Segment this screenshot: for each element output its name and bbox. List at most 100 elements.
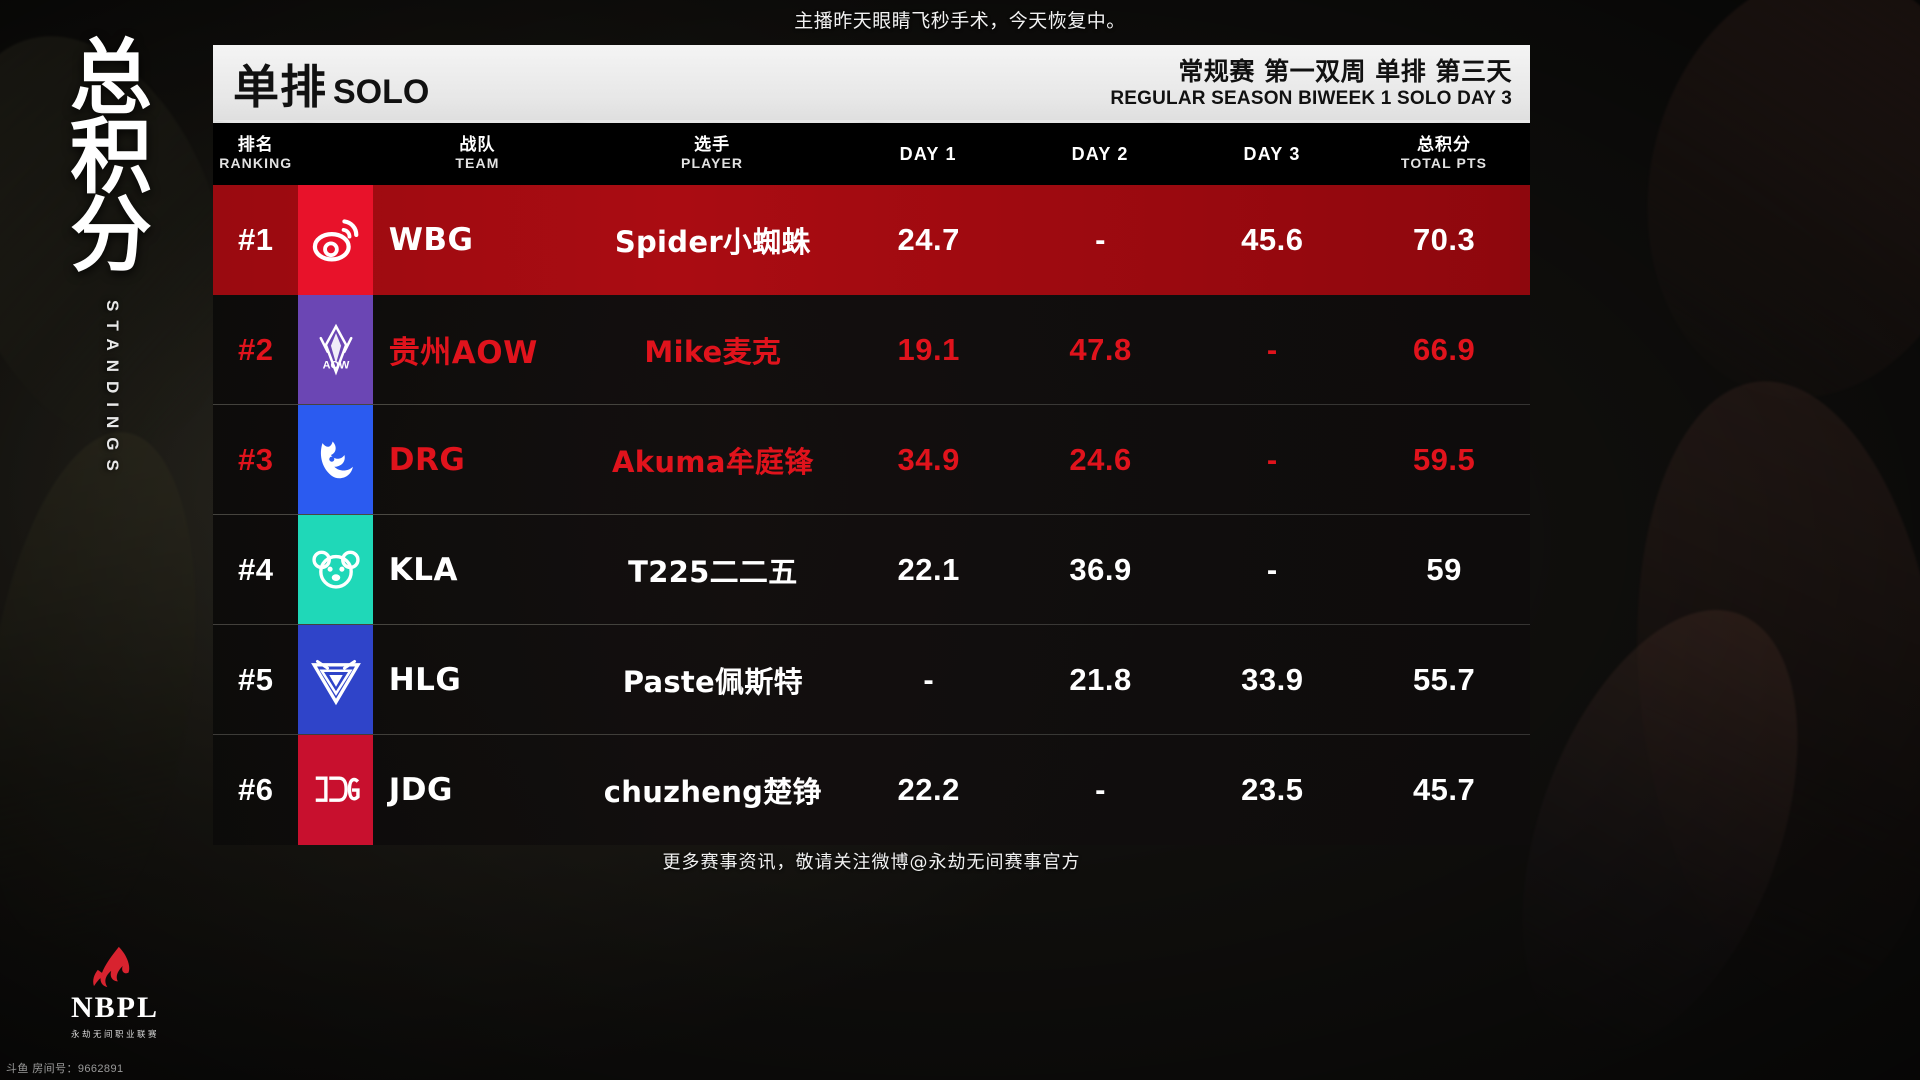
column-header-ranking-cn: 排名 bbox=[237, 135, 274, 156]
cell-day2-value: 36.9 bbox=[1069, 551, 1132, 587]
team-logo-block bbox=[298, 735, 373, 845]
cell-team: KLA bbox=[373, 515, 583, 624]
nbpl-subtitle: 永劫无间职业联赛 bbox=[70, 1029, 159, 1039]
cell-day1: 22.2 bbox=[843, 735, 1015, 845]
cell-day2-value: 21.8 bbox=[1069, 661, 1132, 697]
cell-team: DRG bbox=[373, 405, 583, 514]
column-header-total-en: TOTAL PTS bbox=[1400, 155, 1488, 172]
cell-rank: #5 bbox=[213, 625, 298, 734]
table-row: #2 AOW 贵州AOW Mike麦克 19.1 47.8 - 66.9 bbox=[213, 295, 1530, 405]
team-logo-block bbox=[298, 625, 373, 734]
row-background bbox=[213, 625, 1530, 734]
cell-day2: 36.9 bbox=[1015, 515, 1187, 624]
team-logo-block bbox=[298, 185, 373, 295]
cell-day3: - bbox=[1186, 515, 1358, 624]
cell-day2: - bbox=[1015, 735, 1187, 845]
cell-day1-value: 22.2 bbox=[897, 772, 960, 807]
nbpl-logo: NBPL 永劫无间职业联赛 bbox=[40, 945, 190, 1040]
kla-koala-logo-icon bbox=[309, 543, 363, 597]
total-points-value: 59 bbox=[1426, 551, 1462, 587]
team-logo-block bbox=[298, 515, 373, 624]
player-name: T225二二五 bbox=[628, 554, 798, 589]
table-row: #5 HLG Paste佩斯特 - 21.8 33.9 55.7 bbox=[213, 625, 1530, 735]
stream-caption: 主播昨天眼睛飞秒手术，今天恢复中。 bbox=[794, 11, 1126, 32]
column-header-ranking-en: RANKING bbox=[219, 155, 293, 172]
column-header-total-cn: 总积分 bbox=[1417, 135, 1471, 156]
table-row: #1 WBG Spider小蜘蛛 24.7 - 45.6 70.3 bbox=[213, 185, 1530, 295]
cell-total: 59 bbox=[1358, 515, 1530, 624]
cell-rank: #4 bbox=[213, 515, 298, 624]
cell-day3: 23.5 bbox=[1186, 735, 1358, 845]
cell-player: T225二二五 bbox=[583, 515, 843, 624]
cell-total: 59.5 bbox=[1358, 405, 1530, 514]
column-header-ranking: 排名 RANKING bbox=[213, 136, 299, 172]
cell-day3: - bbox=[1186, 295, 1358, 404]
cell-day3: - bbox=[1186, 405, 1358, 514]
cell-rank: #2 bbox=[213, 295, 298, 404]
team-logo-block: AOW bbox=[298, 295, 373, 404]
cell-day1-value: 22.1 bbox=[897, 551, 960, 587]
player-name: Paste佩斯特 bbox=[622, 664, 803, 699]
column-header-team: 战队 TEAM bbox=[373, 136, 582, 172]
cell-rank: #6 bbox=[213, 735, 298, 845]
standings-title-vertical: 总 积 分 STANDINGS bbox=[22, 31, 202, 485]
title-english: STANDINGS bbox=[103, 300, 122, 481]
cell-day3-value: 23.5 bbox=[1241, 772, 1304, 807]
cell-day2-value: 24.6 bbox=[1069, 441, 1132, 477]
column-header-day2: DAY 2 bbox=[1014, 144, 1186, 164]
table-row: #3 DRG Akuma牟庭锋 34.9 24.6 - 59.5 bbox=[213, 405, 1530, 515]
total-points-value: 55.7 bbox=[1412, 661, 1476, 697]
column-header-day1: DAY 1 bbox=[842, 144, 1014, 164]
cell-day1-value: 24.7 bbox=[897, 222, 960, 257]
total-points-value: 45.7 bbox=[1412, 772, 1476, 807]
cell-team: 贵州AOW bbox=[373, 295, 583, 404]
rank-value: #4 bbox=[237, 551, 274, 587]
cell-rank: #1 bbox=[213, 185, 298, 295]
team-logo-block bbox=[298, 405, 373, 514]
aow-logo-icon: AOW bbox=[309, 323, 363, 377]
column-header-day1-label: DAY 1 bbox=[899, 143, 957, 164]
row-background bbox=[213, 185, 1530, 295]
column-header-day2-label: DAY 2 bbox=[1071, 143, 1129, 164]
svg-text:AOW: AOW bbox=[322, 359, 349, 371]
nbpl-wordmark: NBPL bbox=[70, 991, 159, 1024]
cell-day1-value: 34.9 bbox=[897, 441, 960, 477]
cell-day1: 19.1 bbox=[843, 295, 1015, 404]
cell-day1: 34.9 bbox=[843, 405, 1015, 514]
title-char-1: 总 bbox=[69, 31, 154, 126]
cell-total: 66.9 bbox=[1358, 295, 1530, 404]
player-name: chuzheng楚铮 bbox=[603, 775, 822, 809]
cell-total: 55.7 bbox=[1358, 625, 1530, 734]
table-row: #4 KLA T225二二五 22.1 36.9 - 59 bbox=[213, 515, 1530, 625]
panel-footer-note: 更多赛事资讯，敬请关注微博@永劫无间赛事官方 bbox=[662, 852, 1081, 873]
cell-day3-value: 33.9 bbox=[1241, 661, 1304, 697]
cell-day2: 21.8 bbox=[1015, 625, 1187, 734]
player-name: Spider小蜘蛛 bbox=[614, 225, 811, 259]
standings-panel: 单排 SOLO 常规赛 第一双周 单排 第三天 REGULAR SEASON B… bbox=[213, 45, 1530, 873]
stage-label-cn: 常规赛 第一双周 单排 第三天 bbox=[1178, 57, 1512, 87]
drg-logo-icon bbox=[309, 433, 363, 487]
cell-day1: - bbox=[843, 625, 1015, 734]
rank-value: #3 bbox=[237, 441, 274, 477]
team-name: DRG bbox=[388, 441, 466, 478]
table-column-header: 排名 RANKING 战队 TEAM 选手 PLAYER DAY 1 DAY 2… bbox=[213, 123, 1530, 185]
header-title-cn: 单排 bbox=[233, 60, 327, 114]
column-header-player: 选手 PLAYER bbox=[582, 136, 842, 172]
row-background bbox=[213, 515, 1530, 624]
cell-day2-value: 47.8 bbox=[1069, 331, 1132, 367]
panel-header-title: 单排 SOLO bbox=[233, 51, 429, 117]
hlg-logo-icon bbox=[309, 653, 363, 707]
cell-team: WBG bbox=[373, 185, 583, 295]
standings-table-body: #1 WBG Spider小蜘蛛 24.7 - 45.6 70.3 #2 AOW 贵州AOW Mik… bbox=[213, 185, 1530, 845]
cell-day2: - bbox=[1015, 185, 1187, 295]
team-name: 贵州AOW bbox=[388, 335, 538, 371]
cell-day3-value: - bbox=[1266, 551, 1278, 587]
rank-value: #1 bbox=[237, 222, 274, 257]
cell-day1: 22.1 bbox=[843, 515, 1015, 624]
title-char-3: 分 bbox=[69, 188, 154, 284]
cell-day2: 47.8 bbox=[1015, 295, 1187, 404]
cell-day3-value: - bbox=[1266, 441, 1278, 477]
cell-day1-value: - bbox=[923, 661, 935, 697]
cell-player: Mike麦克 bbox=[583, 295, 843, 404]
rank-value: #2 bbox=[237, 331, 274, 367]
